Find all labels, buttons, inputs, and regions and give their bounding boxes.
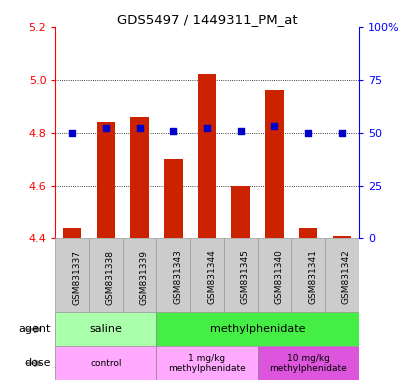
- Text: dose: dose: [25, 358, 51, 368]
- Text: GSM831342: GSM831342: [341, 250, 350, 304]
- Point: [136, 125, 143, 131]
- Bar: [130, 117, 148, 238]
- Bar: [231, 185, 249, 238]
- Text: GSM831338: GSM831338: [106, 250, 115, 305]
- Text: GSM831341: GSM831341: [308, 250, 317, 305]
- FancyBboxPatch shape: [324, 238, 358, 313]
- FancyBboxPatch shape: [55, 313, 156, 346]
- Text: GSM831340: GSM831340: [274, 250, 283, 305]
- Bar: [63, 228, 81, 238]
- Text: GSM831337: GSM831337: [72, 250, 81, 305]
- FancyBboxPatch shape: [55, 238, 89, 313]
- Text: agent: agent: [19, 324, 51, 334]
- Text: saline: saline: [89, 324, 122, 334]
- Title: GDS5497 / 1449311_PM_at: GDS5497 / 1449311_PM_at: [117, 13, 297, 26]
- FancyBboxPatch shape: [257, 238, 291, 313]
- Point: [270, 123, 277, 129]
- FancyBboxPatch shape: [156, 313, 358, 346]
- Point: [170, 127, 176, 134]
- FancyBboxPatch shape: [190, 238, 223, 313]
- Text: GSM831339: GSM831339: [139, 250, 148, 305]
- Bar: [164, 159, 182, 238]
- Text: control: control: [90, 359, 121, 368]
- FancyBboxPatch shape: [156, 238, 190, 313]
- Point: [304, 129, 311, 136]
- Point: [237, 127, 243, 134]
- FancyBboxPatch shape: [156, 346, 257, 380]
- FancyBboxPatch shape: [89, 238, 122, 313]
- FancyBboxPatch shape: [257, 346, 358, 380]
- Point: [69, 129, 75, 136]
- Point: [203, 125, 210, 131]
- Text: GSM831345: GSM831345: [240, 250, 249, 305]
- Text: GSM831343: GSM831343: [173, 250, 182, 305]
- Bar: [97, 122, 115, 238]
- Text: methylphenidate: methylphenidate: [209, 324, 305, 334]
- Bar: [197, 74, 216, 238]
- Point: [338, 129, 344, 136]
- FancyBboxPatch shape: [55, 346, 156, 380]
- Bar: [332, 236, 350, 238]
- Text: GSM831344: GSM831344: [207, 250, 216, 304]
- Bar: [298, 228, 317, 238]
- FancyBboxPatch shape: [291, 238, 324, 313]
- Text: 1 mg/kg
methylphenidate: 1 mg/kg methylphenidate: [168, 354, 245, 373]
- Point: [102, 125, 109, 131]
- Text: 10 mg/kg
methylphenidate: 10 mg/kg methylphenidate: [269, 354, 346, 373]
- FancyBboxPatch shape: [122, 238, 156, 313]
- Bar: [265, 90, 283, 238]
- FancyBboxPatch shape: [223, 238, 257, 313]
